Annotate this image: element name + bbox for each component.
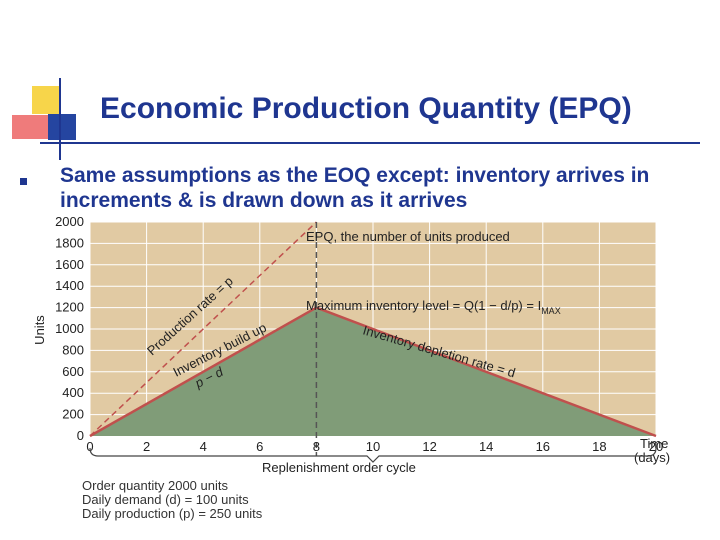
y-tick-label: 800 [62, 342, 84, 357]
note-daily-production: Daily production (p) = 250 units [82, 506, 263, 521]
production-rate-segment [89, 221, 317, 437]
x-tick-label: 6 [256, 439, 263, 454]
y-tick-label: 1400 [55, 278, 84, 293]
bullet-text: Same assumptions as the EOQ except: inve… [60, 164, 650, 212]
note-order-quantity: Order quantity 2000 units [82, 478, 228, 493]
max-inventory-annotation: Maximum inventory level = Q(1 − d/p) = I… [306, 298, 561, 316]
y-tick-label: 1600 [55, 257, 84, 272]
y-tick-label: 1200 [55, 300, 84, 315]
x-tick-label: 0 [86, 439, 93, 454]
cycle-label: Replenishment order cycle [262, 460, 416, 475]
y-tick-label: 400 [62, 385, 84, 400]
x-tick-label: 8 [313, 439, 320, 454]
y-tick-label: 0 [77, 428, 84, 443]
epq-annotation: EPQ, the number of units produced [306, 229, 510, 244]
x-tick-label: 14 [479, 439, 493, 454]
cycle-bracket-path [89, 447, 657, 463]
y-tick-label: 1800 [55, 235, 84, 250]
y-tick-label: 2000 [55, 214, 84, 229]
bullet-marker [20, 178, 27, 185]
y-axis-label: Units [32, 315, 47, 345]
y-axis-ticks: 0 200 400 600 800 1000 1200 1400 1600 1800 2000 [55, 214, 84, 443]
slide-title: Economic Production Quantity (EPQ) [100, 92, 632, 125]
days-label: (days) [634, 450, 670, 465]
y-tick-label: 1000 [55, 321, 84, 336]
inventory-segment [89, 306, 318, 438]
y-tick-label: 600 [62, 364, 84, 379]
title-underline [40, 142, 700, 144]
x-axis-ticks: 0 2 4 6 8 10 12 14 16 18 20 [86, 439, 663, 454]
x-tick-label: 12 [422, 439, 436, 454]
inventory-area [90, 307, 656, 436]
y-tick-label: 200 [62, 407, 84, 422]
x-tick-label: 10 [366, 439, 380, 454]
x-tick-label: 18 [592, 439, 606, 454]
x-tick-label: 20 [649, 439, 663, 454]
time-label: Time [640, 436, 668, 451]
inventory-segment [315, 306, 657, 438]
note-daily-demand: Daily demand (d) = 100 units [82, 492, 249, 507]
slide-logo-decoration [12, 78, 76, 160]
inventory-level-line [89, 306, 657, 438]
x-tick-label: 2 [143, 439, 150, 454]
cycle-bracket [89, 447, 657, 463]
production-rate-line [89, 221, 317, 437]
x-tick-label: 4 [200, 439, 207, 454]
x-tick-label: 16 [536, 439, 550, 454]
